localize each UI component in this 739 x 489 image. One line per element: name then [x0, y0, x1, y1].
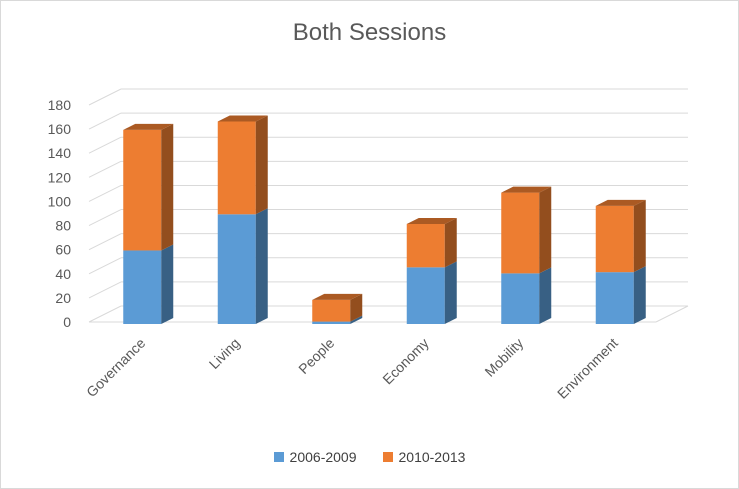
gridline-side — [88, 136, 122, 154]
bar-top-people — [312, 293, 363, 300]
legend: 2006-2009 2010-2013 — [1, 449, 738, 465]
bar-side-living-series-1 — [255, 208, 268, 324]
x-tick-label: Living — [206, 335, 243, 372]
bar-side-governance-series-2 — [161, 123, 174, 251]
bar-side-living-series-2 — [255, 115, 268, 215]
bar-side-environment-series-2 — [633, 199, 646, 273]
bar-economy-series-2 — [406, 223, 445, 268]
y-tick-label: 80 — [55, 218, 71, 234]
gridline-side — [88, 281, 122, 299]
chart-title: Both Sessions — [292, 19, 447, 46]
bar-living-series-2 — [217, 121, 256, 215]
y-tick-label: 60 — [55, 242, 71, 258]
bar-governance-series-2 — [123, 129, 162, 251]
y-tick-label: 180 — [48, 97, 72, 113]
bar-top-living — [217, 115, 268, 122]
bar-side-environment-series-1 — [633, 266, 646, 324]
y-tick-label: 140 — [48, 145, 72, 161]
y-tick-label: 120 — [48, 169, 72, 185]
bar-economy-series-1 — [406, 267, 445, 324]
bar-top-governance — [123, 123, 174, 130]
legend-label-series-2: 2010-2013 — [398, 449, 466, 465]
bar-people-series-1 — [312, 321, 351, 324]
y-tick-label: 20 — [55, 290, 71, 306]
bar-side-governance-series-1 — [161, 244, 174, 324]
plot-area: 0 20 40 60 80 100 120 140 160 180 Governance Living… — [48, 88, 689, 402]
legend-label-series-1: 2006-2009 — [289, 449, 357, 465]
x-tick-label: Governance — [83, 335, 148, 400]
gridline-side — [88, 233, 122, 251]
bar-people-series-2 — [312, 299, 351, 322]
bar-environment-series-1 — [595, 272, 634, 324]
bar-environment-series-2 — [595, 205, 634, 273]
gridline-side — [88, 257, 122, 275]
x-tick-label: Mobility — [481, 335, 526, 380]
bar-side-mobility-series-1 — [539, 267, 552, 324]
gridline-side — [88, 305, 122, 323]
bar-top-environment — [595, 199, 646, 206]
y-tick-label: 160 — [48, 121, 72, 137]
gridline-side — [88, 209, 122, 227]
x-tick-label: Economy — [379, 335, 432, 388]
x-tick-label: People — [295, 335, 337, 377]
x-tick-label: Environment — [554, 335, 621, 402]
legend-swatch-series-2 — [382, 452, 393, 462]
bar-mobility-series-1 — [501, 273, 540, 324]
bar-side-mobility-series-2 — [539, 186, 552, 274]
gridline-side — [88, 160, 122, 178]
y-tick-label: 0 — [63, 314, 71, 330]
y-tick-label: 100 — [48, 193, 72, 209]
y-tick-label: 40 — [55, 266, 71, 282]
bar-mobility-series-2 — [501, 192, 540, 274]
bar-side-people-series-2 — [350, 293, 363, 322]
gridline-side — [88, 112, 122, 130]
gridline-side — [88, 88, 122, 106]
floor-edge-right — [655, 305, 689, 323]
legend-item-series-1: 2006-2009 — [273, 449, 357, 465]
legend-swatch-series-1 — [273, 452, 284, 462]
bar-top-mobility — [501, 186, 552, 193]
bar-governance-series-1 — [123, 250, 162, 324]
bar-top-economy — [406, 217, 457, 224]
bar-side-people-series-1 — [350, 315, 363, 324]
bar-living-series-1 — [217, 214, 256, 324]
bar-side-economy-series-1 — [444, 261, 457, 324]
gridline-side — [88, 184, 122, 202]
bar-side-economy-series-2 — [444, 217, 457, 268]
legend-item-series-2: 2010-2013 — [382, 449, 466, 465]
